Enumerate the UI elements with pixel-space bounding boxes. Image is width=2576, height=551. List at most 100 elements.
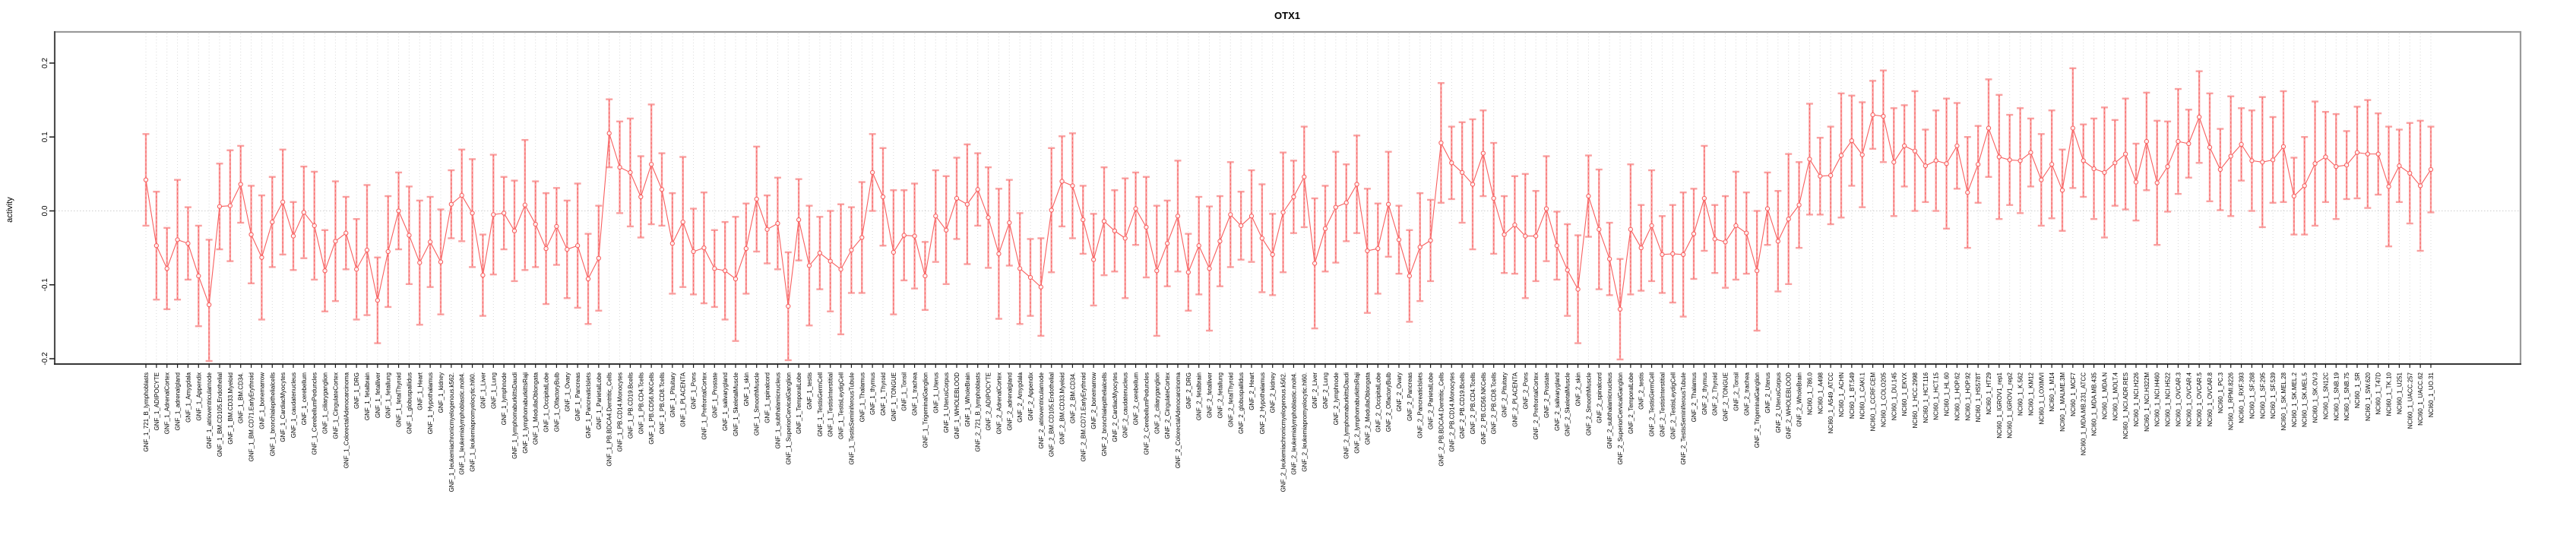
- data-point: [1049, 207, 1054, 213]
- data-point: [1775, 239, 1781, 244]
- data-point: [1965, 190, 1970, 195]
- x-tick-label: GNF_1_globuspallidus: [406, 372, 413, 434]
- data-point: [838, 267, 843, 272]
- data-point: [975, 187, 980, 192]
- x-tick-label: GNF_1_Uterus: [932, 372, 939, 413]
- data-point: [333, 239, 338, 244]
- x-tick-label: GNF_1_721_B_lymphoblasts: [143, 372, 150, 452]
- data-point: [1818, 173, 1823, 179]
- x-tick-label: GNF_1_TestisSeminiferousTubule: [848, 372, 855, 464]
- data-point: [1175, 214, 1181, 219]
- data-point: [1870, 112, 1875, 118]
- x-tick-label: GNF_1_BM.CD34.: [238, 372, 245, 423]
- data-point: [554, 223, 559, 230]
- data-point: [2228, 154, 2233, 159]
- x-tick-label: GNF_1_TrigeminalGanglion: [922, 372, 929, 448]
- data-point: [2070, 125, 2076, 131]
- x-tick-label: GNF_2_Amygdala: [1017, 372, 1024, 422]
- x-tick-label: GNF_1_Pons: [691, 372, 698, 409]
- data-point: [511, 228, 517, 233]
- x-tick-label: GNF_1_skin: [743, 372, 750, 406]
- x-tick-label: GNF_1_lymphnode: [501, 372, 508, 425]
- x-tick-label: GNF_2_globuspallidus: [1238, 372, 1245, 434]
- data-point: [322, 268, 328, 274]
- x-tick-label: NCI60_1_SNB.75: [2343, 372, 2350, 420]
- data-point: [754, 196, 759, 202]
- x-tick-label: GNF_1_bronchialepithelialcells: [269, 372, 276, 456]
- data-point: [1343, 200, 1349, 205]
- data-point: [1680, 252, 1686, 258]
- data-point: [786, 303, 791, 309]
- data-point: [501, 211, 507, 216]
- data-point: [1554, 243, 1560, 249]
- data-point: [2291, 193, 2297, 199]
- data-point: [2417, 183, 2423, 188]
- data-point: [427, 239, 433, 245]
- x-tick-label: NCI60_1_CAKI.1: [1859, 372, 1866, 419]
- data-point: [1302, 174, 1307, 179]
- data-point: [1059, 179, 1065, 184]
- data-point: [2270, 157, 2276, 163]
- x-tick-label: GNF_2_skin: [1575, 372, 1582, 406]
- x-tick-label: NCI60_1_786.0: [1806, 372, 1813, 415]
- x-tick-label: GNF_2_ColorectalAdenocarcinoma: [1175, 372, 1182, 468]
- data-point: [775, 220, 780, 226]
- data-point: [1070, 183, 1075, 188]
- x-tick-label: GNF_1_caudatenucleus: [290, 372, 297, 438]
- data-point: [1838, 153, 1844, 158]
- data-point: [1638, 245, 1644, 251]
- data-point: [1891, 160, 1897, 165]
- data-point: [2260, 160, 2265, 165]
- y-axis-ticks: 0.2 0.1 0.0 -0.1 -0.2: [41, 58, 55, 366]
- data-point: [491, 212, 496, 217]
- x-tick-label: NCI60_1_HCT.116: [1923, 372, 1929, 423]
- data-point: [901, 233, 907, 238]
- x-tick-label: GNF_1_Hypothalamus: [427, 372, 434, 434]
- x-tick-label: GNF_2_fetallung: [1217, 372, 1223, 418]
- data-point: [248, 232, 254, 237]
- x-tick-label: NCI60_1_MDA.MB.231_ATCC: [2081, 372, 2087, 455]
- data-point: [1259, 236, 1265, 241]
- data-point: [1027, 274, 1033, 280]
- data-point: [1185, 270, 1191, 275]
- x-tick-label: GNF_1_leukemialymphoblastic.molt4.: [459, 372, 466, 475]
- x-tick-label: GNF_1_Amygdala: [185, 372, 191, 422]
- data-point: [1217, 239, 1223, 244]
- x-tick-label: GNF_2_PB.BDCA4.Dentritic_Cells: [1438, 372, 1445, 467]
- data-point: [143, 177, 149, 182]
- x-tick-label: NCI60_1_UACC.257: [2407, 372, 2413, 429]
- data-point: [2343, 163, 2350, 168]
- data-point: [828, 258, 833, 264]
- data-point: [2081, 158, 2086, 163]
- data-point: [2249, 158, 2255, 163]
- x-tick-label: GNF_2_OccipitalLobe: [1375, 372, 1381, 432]
- data-point: [185, 241, 191, 246]
- data-point: [1975, 162, 1981, 167]
- x-tick-label: NCI60_1_HOP.92: [1964, 372, 1971, 420]
- x-tick-label: GNF_2_PB.CD4.Tcells: [1470, 372, 1476, 434]
- x-tick-label: GNF_1_leukemiapromyelocytic.hl60.: [470, 372, 476, 472]
- x-tick-label: NCI60_1_EKVX: [1901, 372, 1908, 416]
- x-tick-label: GNF_1_UterusCorpus: [943, 372, 950, 433]
- x-tick-label: GNF_1_salivarygland: [722, 372, 729, 431]
- x-tick-label: GNF_2_Pituitary: [1502, 372, 1508, 417]
- data-point: [806, 263, 812, 268]
- x-tick-label: GNF_1_subthalamicnucleus: [774, 372, 781, 449]
- x-tick-label: GNF_1_WholeBrain: [964, 372, 971, 427]
- data-point: [1164, 241, 1170, 246]
- y-tick-label: 0.0: [41, 205, 49, 216]
- data-point: [1396, 237, 1402, 242]
- x-tick-label: NCI60_1_KM12: [2027, 372, 2034, 415]
- x-tick-label: GNF_2_OlfactoryBulb: [1385, 372, 1392, 432]
- chart-title: OTX1: [1274, 10, 1300, 21]
- data-point: [1923, 163, 1929, 169]
- data-point: [1291, 194, 1296, 200]
- data-point: [343, 230, 349, 236]
- x-tick-label: GNF_2_Hypothalamus: [1259, 372, 1266, 434]
- data-points: [143, 112, 2434, 312]
- x-tick-label: NCI60_1_T47D: [2375, 372, 2382, 415]
- data-point: [2334, 163, 2339, 169]
- x-tick-label: GNF_2_Liver: [1312, 372, 1318, 409]
- data-point: [954, 195, 960, 201]
- data-point: [1996, 154, 2002, 160]
